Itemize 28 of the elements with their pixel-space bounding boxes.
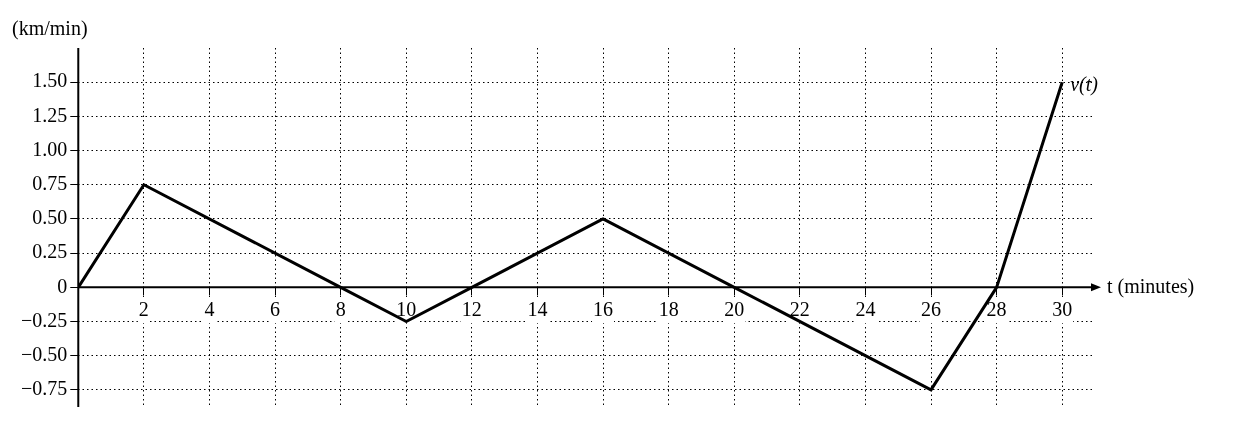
x-tick-label: 20 xyxy=(724,297,745,320)
y-tick-label: 0.50 xyxy=(32,206,68,229)
y-tick-label: 0 xyxy=(57,274,68,297)
x-tick-label: 16 xyxy=(593,297,614,320)
x-tick-label: 6 xyxy=(270,297,281,320)
x-tick-label: 24 xyxy=(855,297,876,320)
x-axis-title: t (minutes) xyxy=(1107,274,1195,298)
x-tick-label: 8 xyxy=(335,297,346,320)
y-tick-label: 0.75 xyxy=(32,172,68,195)
x-tick-label: 14 xyxy=(527,297,548,320)
x-tick-label: 28 xyxy=(986,297,1007,320)
y-tick-label: 0.25 xyxy=(32,240,68,263)
y-tick-label: 1.50 xyxy=(32,69,68,92)
x-tick-label: 4 xyxy=(204,297,215,320)
x-tick-label: 26 xyxy=(921,297,942,320)
series-label: v(t) xyxy=(1070,73,1099,97)
y-axis-title: (km/min) xyxy=(12,17,88,41)
x-tick-label: 10 xyxy=(396,297,417,320)
y-tick-label: −0.25 xyxy=(21,308,68,331)
x-tick-label: 22 xyxy=(789,297,810,320)
x-tick-label: 18 xyxy=(658,297,679,320)
y-tick-label: −0.50 xyxy=(21,342,68,365)
y-tick-label: −0.75 xyxy=(21,377,68,400)
x-tick-label: 30 xyxy=(1052,297,1073,320)
y-tick-label: 1.00 xyxy=(32,137,68,160)
x-tick-label: 2 xyxy=(138,297,149,320)
y-tick-label: 1.25 xyxy=(32,103,68,126)
x-tick-label: 12 xyxy=(461,297,482,320)
